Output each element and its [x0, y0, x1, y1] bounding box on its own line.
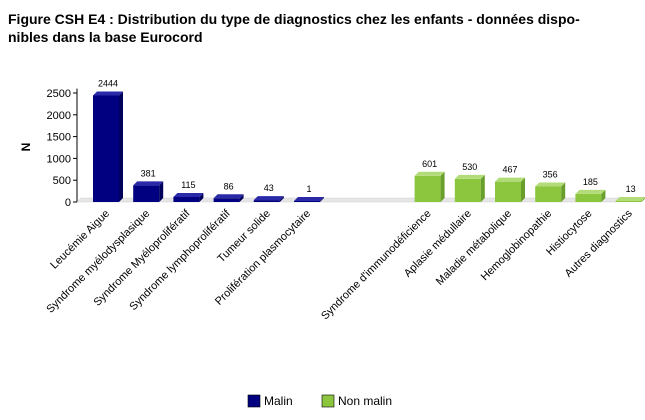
x-tick-label: Hemoglobinopathie — [479, 208, 555, 284]
legend: Malin Non malin — [247, 394, 392, 408]
bar-side — [279, 196, 284, 202]
data-label: 530 — [462, 162, 477, 172]
bar — [535, 186, 562, 202]
bar-side — [119, 91, 123, 202]
chart-title-line-1: Figure CSH E4 : Distribution du type de … — [8, 11, 580, 27]
y-tick-label: 0 — [65, 197, 71, 209]
bar-group — [535, 182, 566, 202]
bar-top — [414, 171, 445, 176]
y-tick-label: 2000 — [47, 110, 71, 122]
x-tick-label: Autres diagnostics — [563, 207, 635, 279]
bar — [495, 181, 521, 202]
data-label: 381 — [141, 168, 156, 178]
data-label: 1 — [306, 184, 311, 194]
bar-top — [535, 182, 566, 187]
bar-group — [93, 91, 123, 202]
y-axis-label: N — [19, 143, 33, 152]
bar — [253, 200, 280, 202]
axes: 0 500 1000 1500 2000 2500 N — [19, 88, 621, 209]
data-label: 43 — [264, 183, 274, 193]
bar-top — [615, 197, 645, 201]
bar-side — [239, 194, 244, 202]
data-label: 115 — [181, 180, 195, 190]
bar-side — [199, 192, 204, 202]
chart-title: Figure CSH E4 : Distribution du type de … — [8, 10, 608, 46]
bars: 2444 381 115 86 43 1 601 530 467 356 185 13 — [93, 78, 645, 202]
data-label: 185 — [583, 177, 598, 187]
bar-top — [495, 177, 525, 182]
bar — [93, 95, 119, 202]
bar-group — [253, 196, 284, 202]
x-tick-label: Aplasie médullaire — [402, 208, 474, 280]
bar — [173, 196, 200, 202]
bar-group — [414, 171, 445, 202]
legend-swatch — [321, 394, 335, 408]
bar — [454, 178, 481, 202]
legend-entry: Malin — [264, 394, 293, 408]
bar-side — [159, 181, 164, 202]
y-tick-label: 1000 — [47, 153, 71, 165]
data-label: 356 — [543, 169, 558, 179]
bar-top — [133, 181, 164, 186]
bar-top — [575, 189, 606, 194]
bar-top — [173, 192, 204, 197]
data-label: 2444 — [98, 78, 118, 88]
legend-entry: Non malin — [338, 394, 392, 408]
bar — [294, 201, 320, 202]
bar-top — [454, 174, 485, 179]
bar-top — [93, 91, 123, 96]
bar-group — [133, 181, 164, 202]
bar-side — [601, 189, 606, 202]
data-label: 467 — [502, 165, 517, 175]
bar-group — [495, 177, 525, 202]
bar — [575, 193, 602, 202]
y-tick-label: 500 — [53, 175, 71, 187]
bar-side — [480, 174, 485, 202]
bar-group — [294, 197, 324, 202]
bar-top — [294, 197, 324, 201]
bar — [133, 185, 160, 202]
bar-top — [253, 196, 284, 201]
bar-side — [561, 182, 566, 202]
data-label: 86 — [224, 181, 234, 191]
bar — [414, 175, 441, 202]
bar-side — [320, 197, 324, 202]
legend-swatch — [247, 394, 261, 408]
chart-title-line-2: nibles dans la base Eurocord — [8, 29, 203, 45]
x-tick-label: Maladie métabolique — [434, 208, 514, 288]
bar-top — [213, 194, 244, 199]
bar — [615, 201, 642, 202]
y-tick-label: 2500 — [47, 88, 71, 100]
data-label: 13 — [626, 184, 636, 194]
bar-group — [575, 189, 606, 202]
y-tick-label: 1500 — [47, 132, 71, 144]
bar-side — [641, 197, 645, 202]
bar-group — [173, 192, 204, 202]
data-label: 601 — [422, 159, 437, 169]
bar-side — [440, 171, 445, 202]
bar — [213, 198, 240, 202]
bar-group — [213, 194, 244, 202]
bar-group — [615, 197, 645, 202]
bar-group — [454, 174, 485, 202]
bar-side — [521, 177, 525, 202]
